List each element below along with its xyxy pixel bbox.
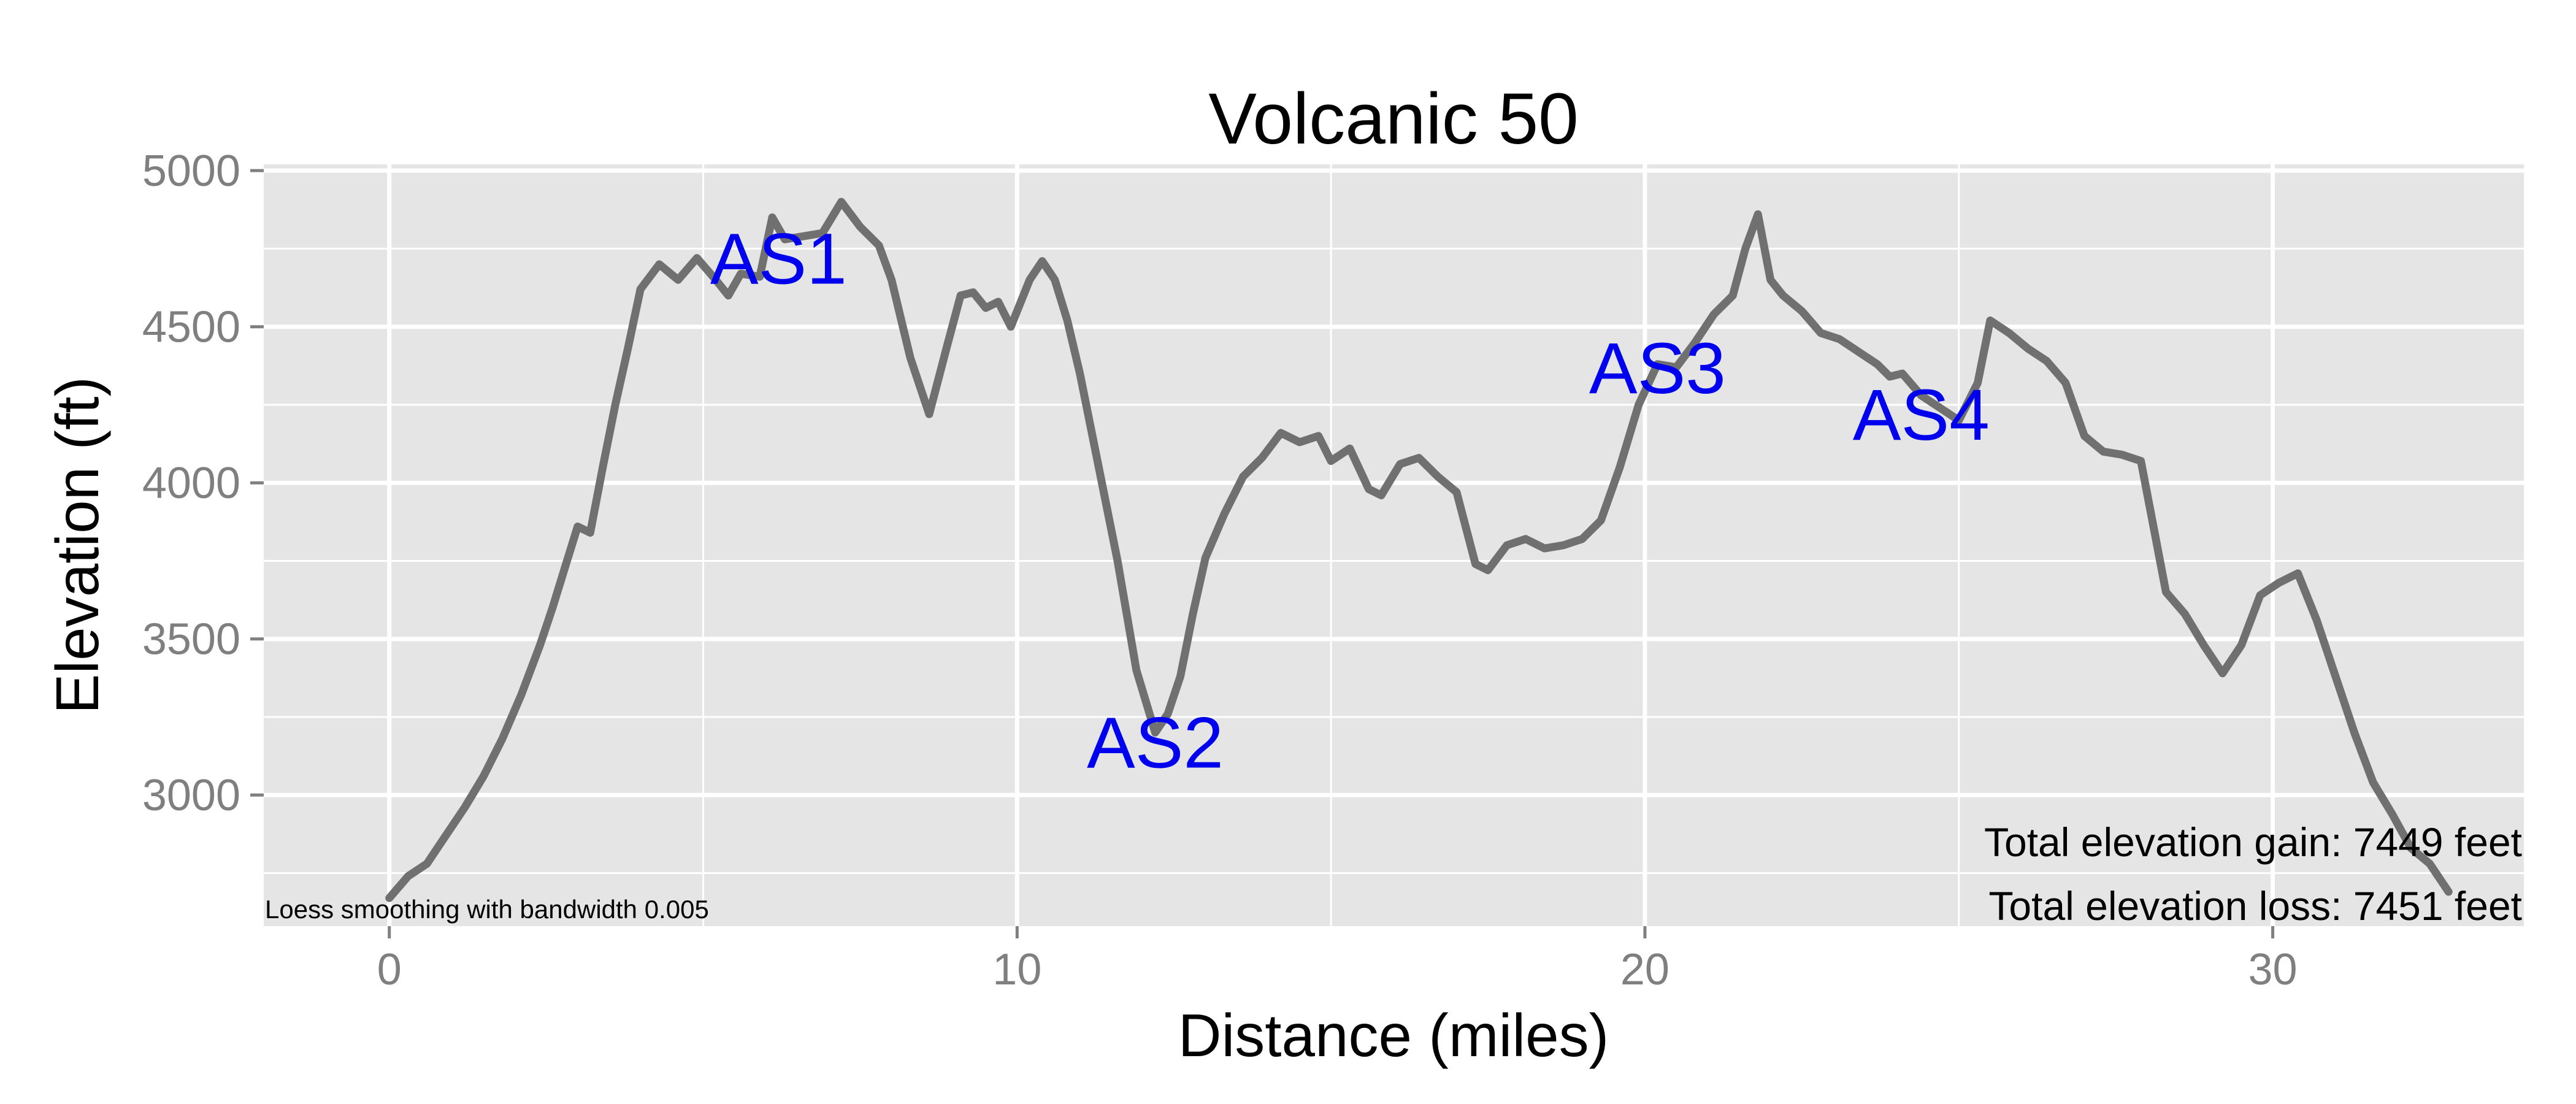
aid-station-label: AS4	[1853, 375, 1990, 456]
x-tick-label: 10	[992, 945, 1041, 994]
aid-station-label: AS2	[1087, 703, 1224, 784]
y-tick-label: 4000	[142, 459, 240, 508]
chart-title: Volcanic 50	[1208, 79, 1579, 159]
aid-station-label: AS3	[1589, 328, 1726, 409]
plot-panel	[264, 164, 2524, 926]
x-tick-label: 0	[377, 945, 402, 994]
y-tick-label: 3000	[142, 771, 240, 820]
x-tick-label: 20	[1620, 945, 1669, 994]
axis-ticks: 0 10 20 30 3000 3500 4000 4500 5000	[142, 147, 2298, 994]
y-tick-label: 4500	[142, 303, 240, 352]
elevation-line	[385, 197, 2453, 902]
x-axis-title: Distance (miles)	[1178, 1002, 1609, 1069]
y-tick-label: 5000	[142, 147, 240, 196]
aid-station-label: AS1	[710, 219, 847, 300]
grid-minor	[264, 164, 2524, 926]
smoothing-note: Loess smoothing with bandwidth 0.005	[265, 895, 709, 924]
y-tick-label: 3500	[142, 615, 240, 664]
total-elevation-gain: Total elevation gain: 7449 feet	[1984, 819, 2522, 865]
total-elevation-loss: Total elevation loss: 7451 feet	[1988, 883, 2522, 929]
annotation-layer: AS1 AS2 AS3 AS4	[710, 219, 1990, 784]
y-axis-title: Elevation (ft)	[44, 377, 111, 714]
series-layer	[385, 197, 2453, 902]
x-tick-label: 30	[2248, 945, 2298, 994]
